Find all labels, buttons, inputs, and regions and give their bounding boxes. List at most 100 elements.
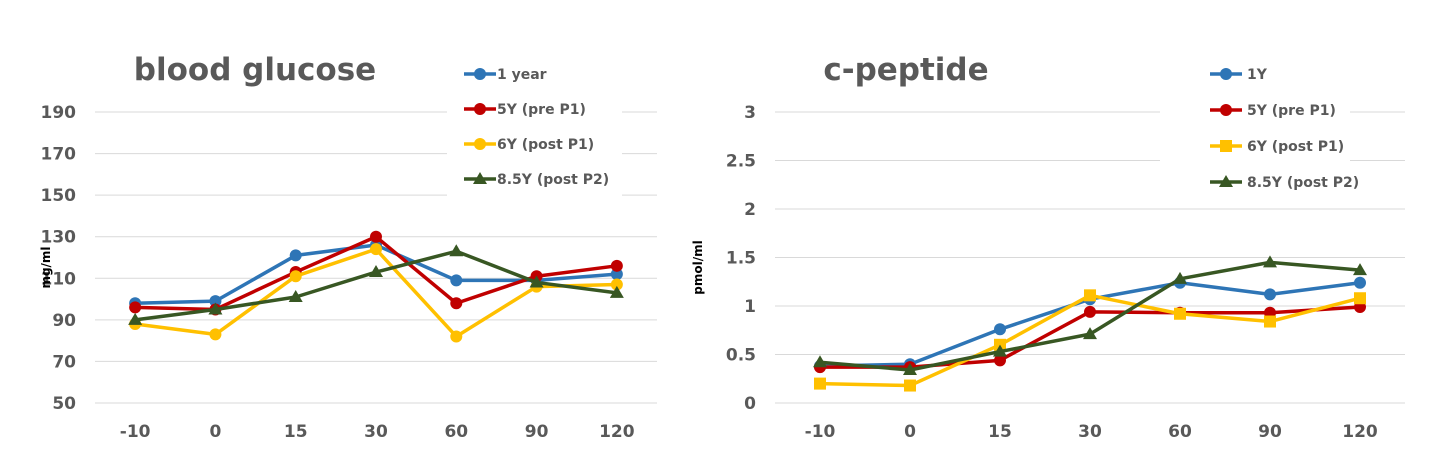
legend-item: 8.5Y (post P2)	[464, 172, 609, 188]
data-point	[903, 363, 917, 376]
x-tick-label: -10	[805, 422, 836, 442]
x-tick-label: 30	[1078, 422, 1102, 442]
y-tick-label: 2	[744, 200, 756, 220]
legend: 1Y 5Y (pre P1) 6Y (post P1) 8.5Y (post P2)	[1160, 52, 1359, 197]
data-point	[289, 249, 302, 262]
y-axis-label: mg/ml	[39, 246, 53, 288]
data-point	[529, 275, 544, 288]
y-tick-label: 110	[41, 269, 77, 289]
y-tick-label: 190	[41, 103, 77, 123]
legend-item: 6Y (post P1)	[464, 137, 594, 153]
chart-glucose: 50 70 90 110 130 150 170 190 -10 0 15 30 60 90 120 mg/m…	[39, 52, 657, 442]
legend-item: 6Y (post P1)	[1210, 139, 1344, 155]
legend: 1 year 5Y (pre P1) 6Y (post P1) 8.5Y (post …	[447, 52, 622, 197]
y-axis-label: pmol/ml	[691, 240, 705, 294]
legend-swatch-marker	[1220, 104, 1232, 116]
legend-swatch-marker	[474, 103, 486, 115]
legend-label: 8.5Y (post P2)	[497, 172, 609, 188]
legend-item: 1 year	[464, 67, 547, 83]
data-point	[994, 323, 1006, 336]
data-point	[993, 344, 1007, 357]
chart-title: blood glucose	[134, 52, 376, 88]
y-tick-label: 70	[52, 352, 76, 372]
legend-background	[1160, 52, 1350, 197]
x-tick-label: 30	[364, 422, 388, 442]
data-point	[1353, 263, 1367, 276]
y-tick-label: 1	[744, 297, 756, 317]
y-tick-label: 150	[41, 186, 77, 206]
x-tick-label: 15	[988, 422, 1012, 442]
legend-item: 8.5Y (post P2)	[1210, 175, 1359, 191]
data-point	[450, 274, 463, 287]
y-tick-label: 90	[52, 311, 76, 331]
x-tick-label: 60	[444, 422, 468, 442]
data-point	[1354, 276, 1366, 289]
y-tick-label: 170	[41, 145, 77, 165]
series-2	[814, 289, 1366, 392]
legend-swatch-marker	[474, 138, 486, 150]
x-tick-label: 120	[599, 422, 635, 442]
data-point	[1264, 288, 1276, 301]
legend-item: 1Y	[1210, 67, 1268, 83]
data-point	[209, 295, 222, 308]
data-point	[609, 285, 624, 298]
x-tick-label: 0	[210, 422, 222, 442]
data-point	[1264, 315, 1276, 328]
data-point	[814, 377, 826, 390]
legend-label: 6Y (post P1)	[1247, 139, 1344, 155]
y-tick-label: 3	[744, 103, 756, 123]
data-point	[1354, 292, 1366, 305]
legend-swatch-marker	[473, 172, 487, 184]
x-tick-label: 120	[1342, 422, 1378, 442]
data-point	[370, 243, 382, 256]
data-point	[369, 265, 383, 278]
series-line	[134, 247, 617, 339]
data-point	[610, 278, 623, 291]
series-3	[128, 244, 624, 325]
chart-cpeptide: 0 0.5 1 1.5 2 2.5 3 -10 0 15 30 60 90 120 pmol/ml 1Y 5Y …	[691, 52, 1405, 442]
data-point	[128, 312, 143, 325]
legend-label: 1 year	[497, 67, 547, 83]
data-point	[1263, 255, 1277, 268]
y-tick-label: 0.5	[726, 346, 756, 366]
y-tick-label: 50	[52, 394, 76, 414]
x-tick-label: 0	[904, 422, 916, 442]
data-point	[370, 230, 382, 243]
data-point	[994, 354, 1006, 367]
x-tick-label: -10	[120, 422, 151, 442]
y-tick-label: 0	[744, 394, 756, 414]
legend-label: 8.5Y (post P2)	[1247, 175, 1359, 191]
legend-swatch-marker	[1219, 175, 1233, 187]
legend-label: 1Y	[1247, 67, 1268, 83]
series-3	[813, 255, 1367, 376]
legend-item: 5Y (pre P1)	[1210, 103, 1336, 119]
data-point	[129, 301, 142, 314]
x-tick-label: 90	[1258, 422, 1282, 442]
legend-swatch-marker	[1220, 68, 1232, 80]
data-point	[288, 289, 303, 302]
y-tick-label: 130	[41, 228, 77, 248]
data-point	[208, 302, 223, 315]
y-tick-label: 1.5	[726, 249, 756, 269]
x-tick-label: 90	[525, 422, 549, 442]
legend-label: 5Y (pre P1)	[1247, 103, 1336, 119]
data-point	[1083, 327, 1097, 340]
x-tick-label: 60	[1168, 422, 1192, 442]
data-point	[450, 297, 463, 310]
x-tick-label: 15	[284, 422, 308, 442]
data-point	[904, 379, 916, 392]
legend-swatch-marker	[1220, 140, 1232, 152]
chart-title: c-peptide	[823, 52, 988, 88]
legend-item: 5Y (pre P1)	[464, 102, 586, 118]
legend-label: 5Y (pre P1)	[497, 102, 586, 118]
legend-label: 6Y (post P1)	[497, 137, 594, 153]
data-point	[813, 355, 827, 368]
data-point	[1173, 271, 1187, 284]
data-point	[449, 244, 464, 257]
data-point	[1084, 305, 1096, 318]
data-point	[289, 270, 302, 283]
data-point	[209, 328, 222, 341]
data-point	[1174, 307, 1186, 320]
data-point	[1084, 289, 1096, 302]
